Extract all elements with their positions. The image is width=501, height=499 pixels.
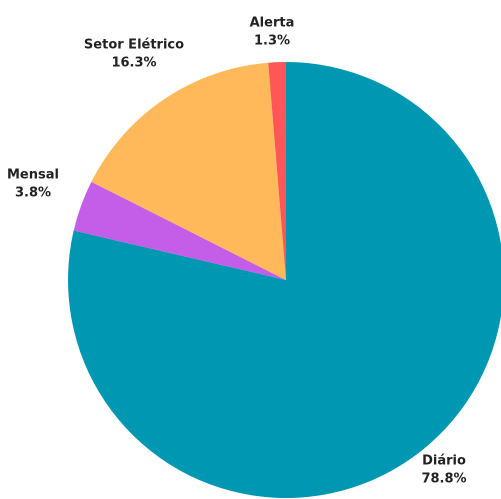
slice-value-label: 16.3% xyxy=(111,56,156,71)
slice-category-label: Alerta xyxy=(250,16,295,31)
pie-slice xyxy=(268,62,286,280)
pie-slice xyxy=(91,62,286,280)
slice-value-label: 78.8% xyxy=(421,472,466,487)
slice-category-label: Setor Elétrico xyxy=(84,38,184,53)
slice-value-label: 3.8% xyxy=(15,186,51,201)
slice-value-label: 1.3% xyxy=(254,34,290,49)
slice-category-label: Mensal xyxy=(7,168,59,183)
pie-slice xyxy=(68,62,501,498)
pie-slice xyxy=(73,181,286,280)
slice-category-label: Diário xyxy=(422,454,466,469)
